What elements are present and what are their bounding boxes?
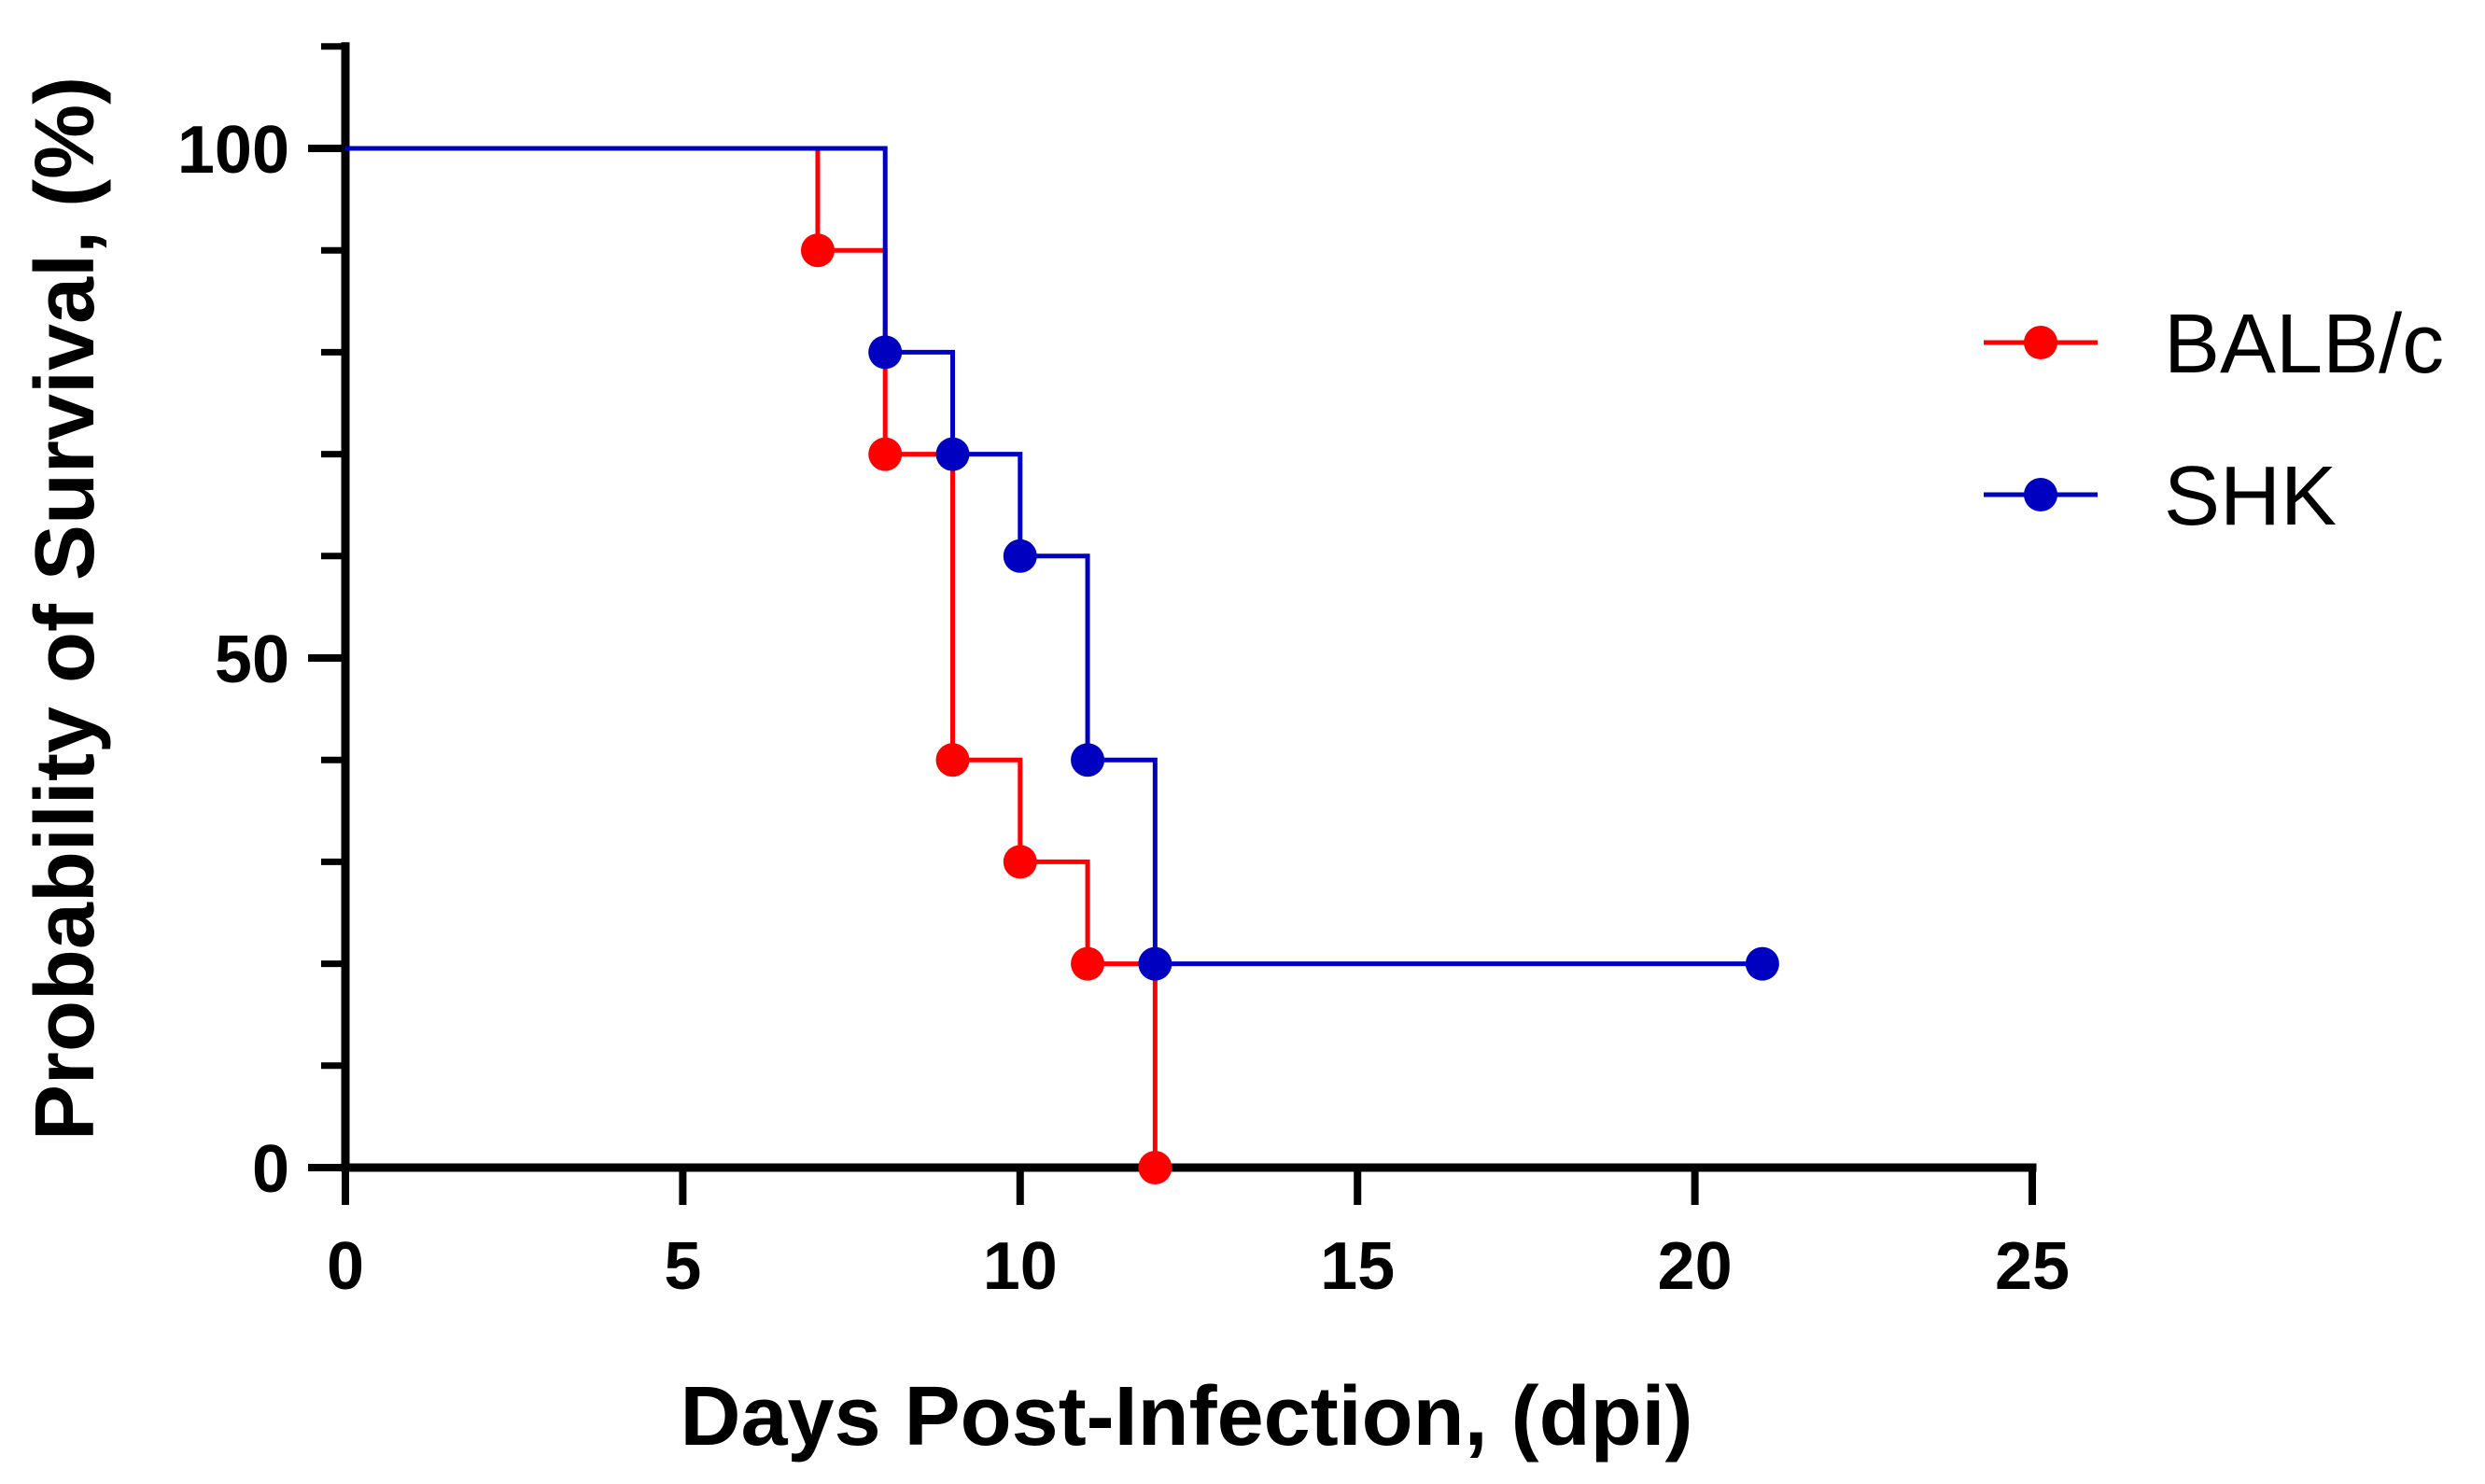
data-point-balb-c	[1138, 1151, 1172, 1184]
series-balb-c	[345, 146, 1172, 1184]
x-tick-label: 25	[1995, 1229, 2070, 1304]
data-point-balb-c	[1003, 845, 1037, 879]
x-tick-label: 10	[983, 1229, 1058, 1304]
series-line-balb-c	[345, 146, 1158, 1168]
legend-item-balb-c: BALB/c	[1984, 298, 2444, 391]
y-tick-label: 0	[252, 1132, 289, 1207]
legend-swatch-marker	[2024, 478, 2057, 511]
data-point-shk	[1138, 946, 1172, 981]
legend-item-shk: SHK	[1984, 450, 2337, 543]
data-point-balb-c	[935, 743, 970, 777]
data-point-balb-c	[1071, 946, 1105, 981]
x-tick-label: 20	[1658, 1229, 1733, 1304]
data-point-shk	[1003, 539, 1037, 573]
data-point-shk	[1071, 743, 1105, 777]
data-point-shk	[935, 437, 970, 471]
axes-layer: 0 50 100 0 5 10 15 20 25	[177, 42, 2070, 1304]
y-tick-label: 100	[177, 113, 289, 188]
data-point-balb-c	[868, 437, 903, 471]
series-layer	[345, 146, 1779, 1184]
x-tick-label: 5	[664, 1229, 701, 1304]
data-point-shk	[868, 335, 903, 370]
data-point-balb-c	[800, 233, 835, 268]
legend-label: SHK	[2164, 450, 2337, 543]
legend-swatch-marker	[2024, 326, 2057, 359]
x-tick-label: 0	[327, 1229, 364, 1304]
legend-label: BALB/c	[2164, 298, 2444, 391]
y-axis-title: Probability of Survival, (%)	[19, 77, 112, 1141]
x-axis-title: Days Post-Infection, (dpi)	[680, 1370, 1692, 1463]
series-shk	[345, 146, 1779, 981]
y-tick-label: 50	[215, 623, 289, 697]
series-line-shk	[345, 146, 1762, 967]
data-point-shk	[1745, 946, 1779, 981]
legend-layer: BALB/c SHK	[1984, 298, 2444, 543]
x-tick-label: 15	[1320, 1229, 1395, 1304]
